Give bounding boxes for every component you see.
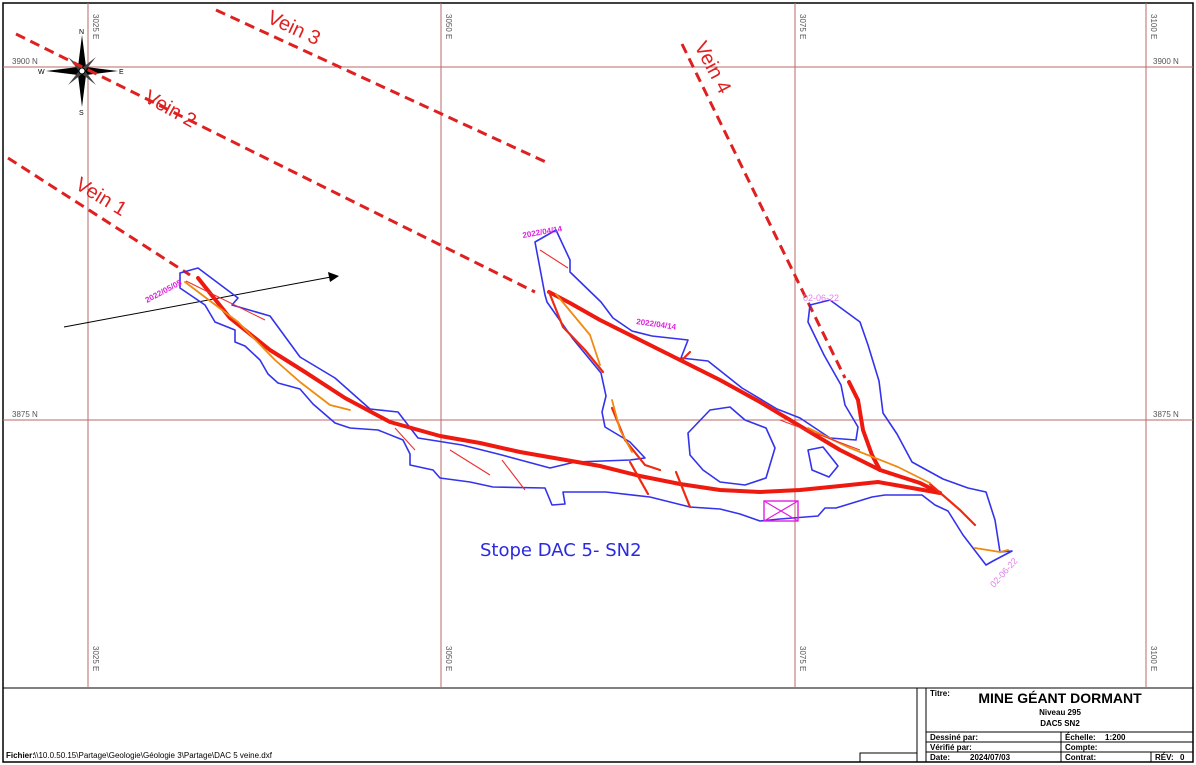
compass-west-point <box>46 67 82 75</box>
compass-n-label: N <box>79 29 84 36</box>
northing-label-right: 3900 N <box>1153 57 1179 66</box>
compass-center <box>78 67 86 75</box>
title-block-stamp-box <box>859 752 918 763</box>
vein-2-label: Vein 2 <box>141 86 200 132</box>
easting-label-top: 3075 E <box>798 14 807 39</box>
compass-se-point <box>82 71 96 85</box>
orange-end-drift <box>974 547 1009 553</box>
crosscut-drift <box>674 470 692 509</box>
orange-upper-drift <box>555 293 601 366</box>
easting-label-bottom: 3075 E <box>798 646 807 671</box>
orange-spur <box>611 399 633 453</box>
scale-label: Échelle: <box>1065 733 1096 742</box>
marker-box-diagonal <box>763 500 799 522</box>
marker-box <box>763 500 799 522</box>
face-line <box>185 280 266 321</box>
vein-1-line <box>7 156 191 277</box>
probe-line <box>449 449 491 476</box>
scale-value: 1:200 <box>1105 733 1126 742</box>
vein-traces <box>7 8 847 379</box>
easting-label-bottom: 3050 E <box>444 646 453 671</box>
northing-label-left: 3900 N <box>12 57 38 66</box>
orange-east-drift <box>807 427 931 484</box>
title-block: Fichier: \\10.0.50.15\Partage\Geologie\G… <box>6 688 1193 763</box>
compass-w-label: W <box>38 69 45 76</box>
stope-label: Stope DAC 5- SN2 <box>480 540 642 561</box>
drift-stub <box>680 350 692 362</box>
survey-date-labels: 2022/05/05 2022/04/14 2022/04/14 02-06-2… <box>144 224 1020 589</box>
compass-north-point <box>78 35 86 71</box>
survey-date-label: 2022/04/14 <box>636 317 677 332</box>
file-label: Fichier: <box>6 751 35 760</box>
probe-line <box>394 427 416 451</box>
east-crosscut <box>928 482 977 527</box>
checked-by-label: Vérifié par: <box>930 743 972 752</box>
stope-main-outline <box>179 229 1013 566</box>
drawing-subtitle: DAC5 SN2 <box>1040 719 1080 728</box>
contract-label: Contrat: <box>1065 753 1096 762</box>
west-spur-drift <box>628 460 650 496</box>
development-drifts <box>184 249 1009 553</box>
grid-labels: 3025 E 3050 E 3075 E 3100 E 3025 E 3050 … <box>12 14 1179 671</box>
title-label: Titre: <box>930 689 950 698</box>
small-pillar-outline <box>807 446 839 478</box>
easting-label-top: 3100 E <box>1149 14 1158 39</box>
pillar-outline <box>687 406 776 486</box>
vein-3-label: Vein 3 <box>264 7 324 50</box>
easting-label-bottom: 3100 E <box>1149 646 1158 671</box>
level-text: Niveau 295 <box>1039 708 1081 717</box>
survey-marker-box <box>763 500 799 522</box>
upper-drift <box>547 290 942 495</box>
direction-arrow <box>63 272 339 328</box>
project-title: MINE GÉANT DORMANT <box>978 690 1142 706</box>
survey-date-label: 2022/05/05 <box>144 278 184 305</box>
orange-parallel-drift <box>184 281 351 411</box>
compass-sw-point <box>68 71 82 85</box>
west-access-drift <box>547 290 605 374</box>
date-label: Date: <box>930 753 950 762</box>
probe-line <box>501 459 526 491</box>
vein-labels: Vein 1 Vein 2 Vein 3 Vein 4 <box>71 7 735 221</box>
account-label: Compte: <box>1065 743 1097 752</box>
drawn-by-label: Dessiné par: <box>930 733 978 742</box>
rev-label: RÉV: <box>1155 753 1174 762</box>
vein-1-label: Vein 1 <box>71 173 130 220</box>
easting-label-top: 3025 E <box>91 14 100 39</box>
compass-e-label: E <box>119 69 124 76</box>
vein-4-label: Vein 4 <box>690 38 736 97</box>
easting-label-bottom: 3025 E <box>91 646 100 671</box>
file-path: \\10.0.50.15\Partage\Geologie\Géologie 3… <box>34 751 273 760</box>
probe-line <box>779 419 861 451</box>
compass-rose: N S E W <box>38 29 124 117</box>
vein-2-line <box>15 32 536 294</box>
vein4-drift <box>847 380 882 472</box>
compass-s-label: S <box>79 110 84 117</box>
northing-label-left: 3875 N <box>12 410 38 419</box>
direction-arrow-shaft <box>63 276 332 328</box>
compass-south-point <box>78 71 86 107</box>
easting-label-top: 3050 E <box>444 14 453 39</box>
direction-arrow-head <box>328 272 339 282</box>
vein-3-line <box>215 8 549 165</box>
compass-ne-point <box>82 57 96 71</box>
stope-outlines <box>179 229 1013 566</box>
survey-date-label: 02-06-22 <box>803 293 839 303</box>
coordinate-grid <box>3 3 1193 688</box>
date-value: 2024/07/03 <box>970 753 1011 762</box>
vein-4-line <box>680 43 847 379</box>
northing-label-right: 3875 N <box>1153 410 1179 419</box>
compass-east-point <box>82 67 118 75</box>
rev-value: 0 <box>1180 753 1185 762</box>
face-line <box>539 249 569 269</box>
main-drift <box>196 276 942 495</box>
